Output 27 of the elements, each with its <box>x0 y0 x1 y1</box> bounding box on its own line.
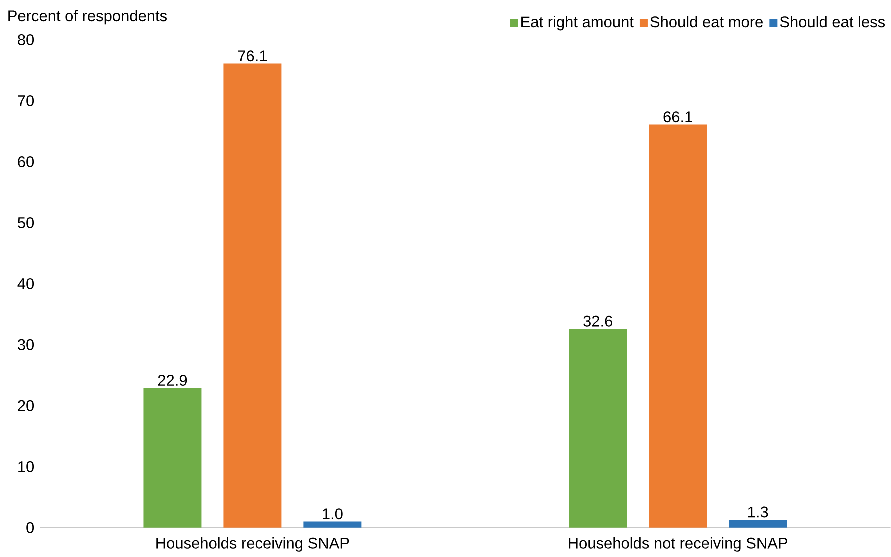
x-tick-label: Households not receiving SNAP <box>569 537 788 552</box>
x-tick-label: Households receiving SNAP <box>156 537 350 552</box>
bar <box>569 329 628 528</box>
y-tick-label: 70 <box>18 95 34 106</box>
data-label: 32.6 <box>584 316 613 327</box>
data-label: 1.0 <box>323 508 343 520</box>
data-label: 66.1 <box>664 112 692 123</box>
legend-label: Should eat less <box>780 16 886 28</box>
y-axis-title: Percent of respondents <box>8 10 168 25</box>
bar <box>224 64 282 528</box>
legend-label: Should eat more <box>650 16 763 28</box>
bar <box>144 388 202 528</box>
bar <box>649 124 708 528</box>
y-tick-label: 80 <box>18 34 34 46</box>
legend-label: Eat right amount <box>522 16 634 31</box>
y-tick-label: 50 <box>18 217 34 228</box>
y-tick-label: 60 <box>18 156 34 168</box>
bar <box>729 520 788 528</box>
y-tick-label: 30 <box>18 339 34 350</box>
y-tick-label: 10 <box>18 461 34 472</box>
y-tick-label: 40 <box>18 278 34 290</box>
data-label: 1.3 <box>748 506 768 518</box>
y-tick-label: 0 <box>26 522 34 534</box>
bar <box>304 522 362 528</box>
data-label: 22.9 <box>158 374 188 386</box>
data-label: 76.1 <box>238 50 268 62</box>
y-tick-label: 20 <box>18 400 34 412</box>
